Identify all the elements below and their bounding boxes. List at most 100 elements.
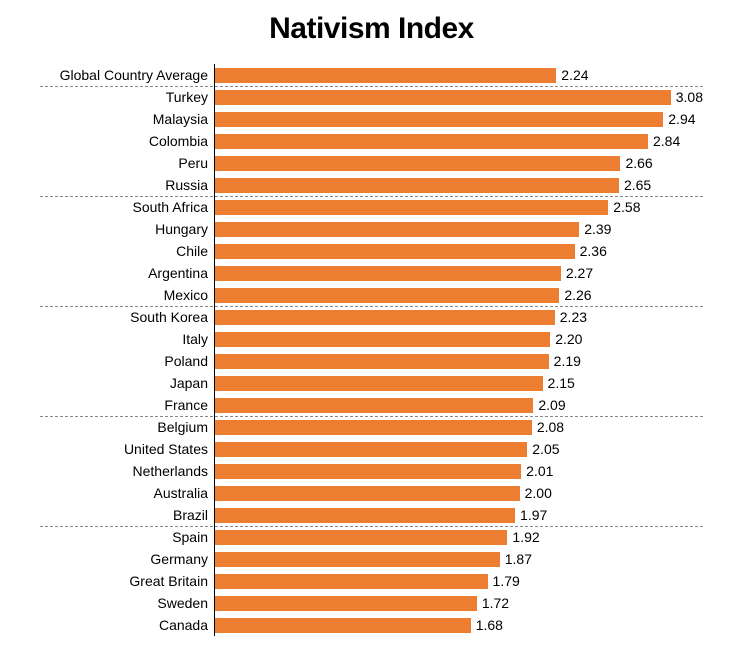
bar-area: 2.84 bbox=[214, 130, 703, 152]
chart-row: South Korea2.23 bbox=[40, 306, 703, 328]
chart-row: Brazil1.97 bbox=[40, 504, 703, 526]
chart-row: Argentina 2.27 bbox=[40, 262, 703, 284]
chart-row: Malaysia 2.94 bbox=[40, 108, 703, 130]
bar bbox=[214, 90, 671, 105]
value-label: 2.15 bbox=[543, 375, 575, 391]
value-label: 2.24 bbox=[556, 67, 588, 83]
value-label: 1.68 bbox=[471, 617, 503, 633]
bar-area: 2.19 bbox=[214, 350, 703, 372]
row-label: Australia bbox=[40, 485, 214, 501]
value-label: 2.36 bbox=[575, 243, 607, 259]
value-label: 2.94 bbox=[663, 111, 695, 127]
bar-area: 2.94 bbox=[214, 108, 703, 130]
row-label: Canada bbox=[40, 617, 214, 633]
row-label: Italy bbox=[40, 331, 214, 347]
value-label: 2.58 bbox=[608, 199, 640, 215]
bar-area: 1.97 bbox=[214, 504, 703, 526]
bar-area: 2.00 bbox=[214, 482, 703, 504]
chart-row: South Africa 2.58 bbox=[40, 196, 703, 218]
bar-area: 2.26 bbox=[214, 284, 703, 306]
row-label: Peru bbox=[40, 155, 214, 171]
bar-area: 2.65 bbox=[214, 174, 703, 196]
row-label: Malaysia bbox=[40, 111, 214, 127]
value-label: 1.87 bbox=[500, 551, 532, 567]
chart-row: Japan2.15 bbox=[40, 372, 703, 394]
bar-area: 2.36 bbox=[214, 240, 703, 262]
bar bbox=[214, 178, 619, 193]
bar bbox=[214, 310, 555, 325]
bar bbox=[214, 112, 663, 127]
bar-area: 2.66 bbox=[214, 152, 703, 174]
bar bbox=[214, 200, 608, 215]
bar bbox=[214, 618, 471, 633]
chart-title: Nativism Index bbox=[40, 12, 703, 46]
chart-row: Sweden1.72 bbox=[40, 592, 703, 614]
chart-row: Mexico2.26 bbox=[40, 284, 703, 306]
row-label: Chile bbox=[40, 243, 214, 259]
row-label: Argentina bbox=[40, 265, 214, 281]
row-label: South Africa bbox=[40, 199, 214, 215]
row-label: Colombia bbox=[40, 133, 214, 149]
chart-row: Spain 1.92 bbox=[40, 526, 703, 548]
chart-row: Great Britain 1.79 bbox=[40, 570, 703, 592]
bar-area: 2.58 bbox=[214, 196, 703, 218]
bar bbox=[214, 134, 648, 149]
row-label: Russia bbox=[40, 177, 214, 193]
chart-row: Italy 2.20 bbox=[40, 328, 703, 350]
value-label: 2.66 bbox=[620, 155, 652, 171]
bar-area: 2.15 bbox=[214, 372, 703, 394]
bar bbox=[214, 574, 488, 589]
bar-area: 2.39 bbox=[214, 218, 703, 240]
bar-area: 1.87 bbox=[214, 548, 703, 570]
bar-area: 2.23 bbox=[214, 306, 703, 328]
value-label: 2.05 bbox=[527, 441, 559, 457]
chart-row: Netherlands 2.01 bbox=[40, 460, 703, 482]
bar bbox=[214, 332, 550, 347]
value-label: 2.01 bbox=[521, 463, 553, 479]
chart-row: Colombia 2.84 bbox=[40, 130, 703, 152]
bar bbox=[214, 552, 500, 567]
bar bbox=[214, 244, 575, 259]
bar bbox=[214, 398, 533, 413]
bar bbox=[214, 376, 543, 391]
row-label: Netherlands bbox=[40, 463, 214, 479]
row-label: Spain bbox=[40, 529, 214, 545]
row-label: Belgium bbox=[40, 419, 214, 435]
chart-row: Germany1.87 bbox=[40, 548, 703, 570]
chart-row: France2.09 bbox=[40, 394, 703, 416]
value-label: 1.79 bbox=[488, 573, 520, 589]
value-label: 2.20 bbox=[550, 331, 582, 347]
chart-rows: Global Country Average2.24Turkey3.08Mala… bbox=[40, 64, 703, 636]
row-label: Great Britain bbox=[40, 573, 214, 589]
bar-area: 2.24 bbox=[214, 64, 703, 86]
value-label: 2.26 bbox=[559, 287, 591, 303]
row-label: France bbox=[40, 397, 214, 413]
chart-row: Belgium 2.08 bbox=[40, 416, 703, 438]
bar bbox=[214, 288, 559, 303]
bar-area: 2.01 bbox=[214, 460, 703, 482]
value-label: 2.39 bbox=[579, 221, 611, 237]
value-label: 2.27 bbox=[561, 265, 593, 281]
value-label: 2.08 bbox=[532, 419, 564, 435]
bar bbox=[214, 354, 549, 369]
bar bbox=[214, 156, 620, 171]
bar-area: 2.08 bbox=[214, 416, 703, 438]
bar-area: 1.92 bbox=[214, 526, 703, 548]
chart-row: Peru 2.66 bbox=[40, 152, 703, 174]
bar-area: 1.72 bbox=[214, 592, 703, 614]
value-label: 1.92 bbox=[507, 529, 539, 545]
bar bbox=[214, 442, 527, 457]
row-label: Turkey bbox=[40, 89, 214, 105]
chart-row: Canada 1.68 bbox=[40, 614, 703, 636]
value-label: 1.72 bbox=[477, 595, 509, 611]
chart-row: Poland2.19 bbox=[40, 350, 703, 372]
bar bbox=[214, 420, 532, 435]
value-label: 1.97 bbox=[515, 507, 547, 523]
chart-row: Hungary2.39 bbox=[40, 218, 703, 240]
row-label: Global Country Average bbox=[40, 67, 214, 83]
chart-row: Global Country Average 2.24 bbox=[40, 64, 703, 86]
value-label: 2.23 bbox=[555, 309, 587, 325]
value-label: 2.84 bbox=[648, 133, 680, 149]
chart-row: United States2.05 bbox=[40, 438, 703, 460]
bar bbox=[214, 508, 515, 523]
